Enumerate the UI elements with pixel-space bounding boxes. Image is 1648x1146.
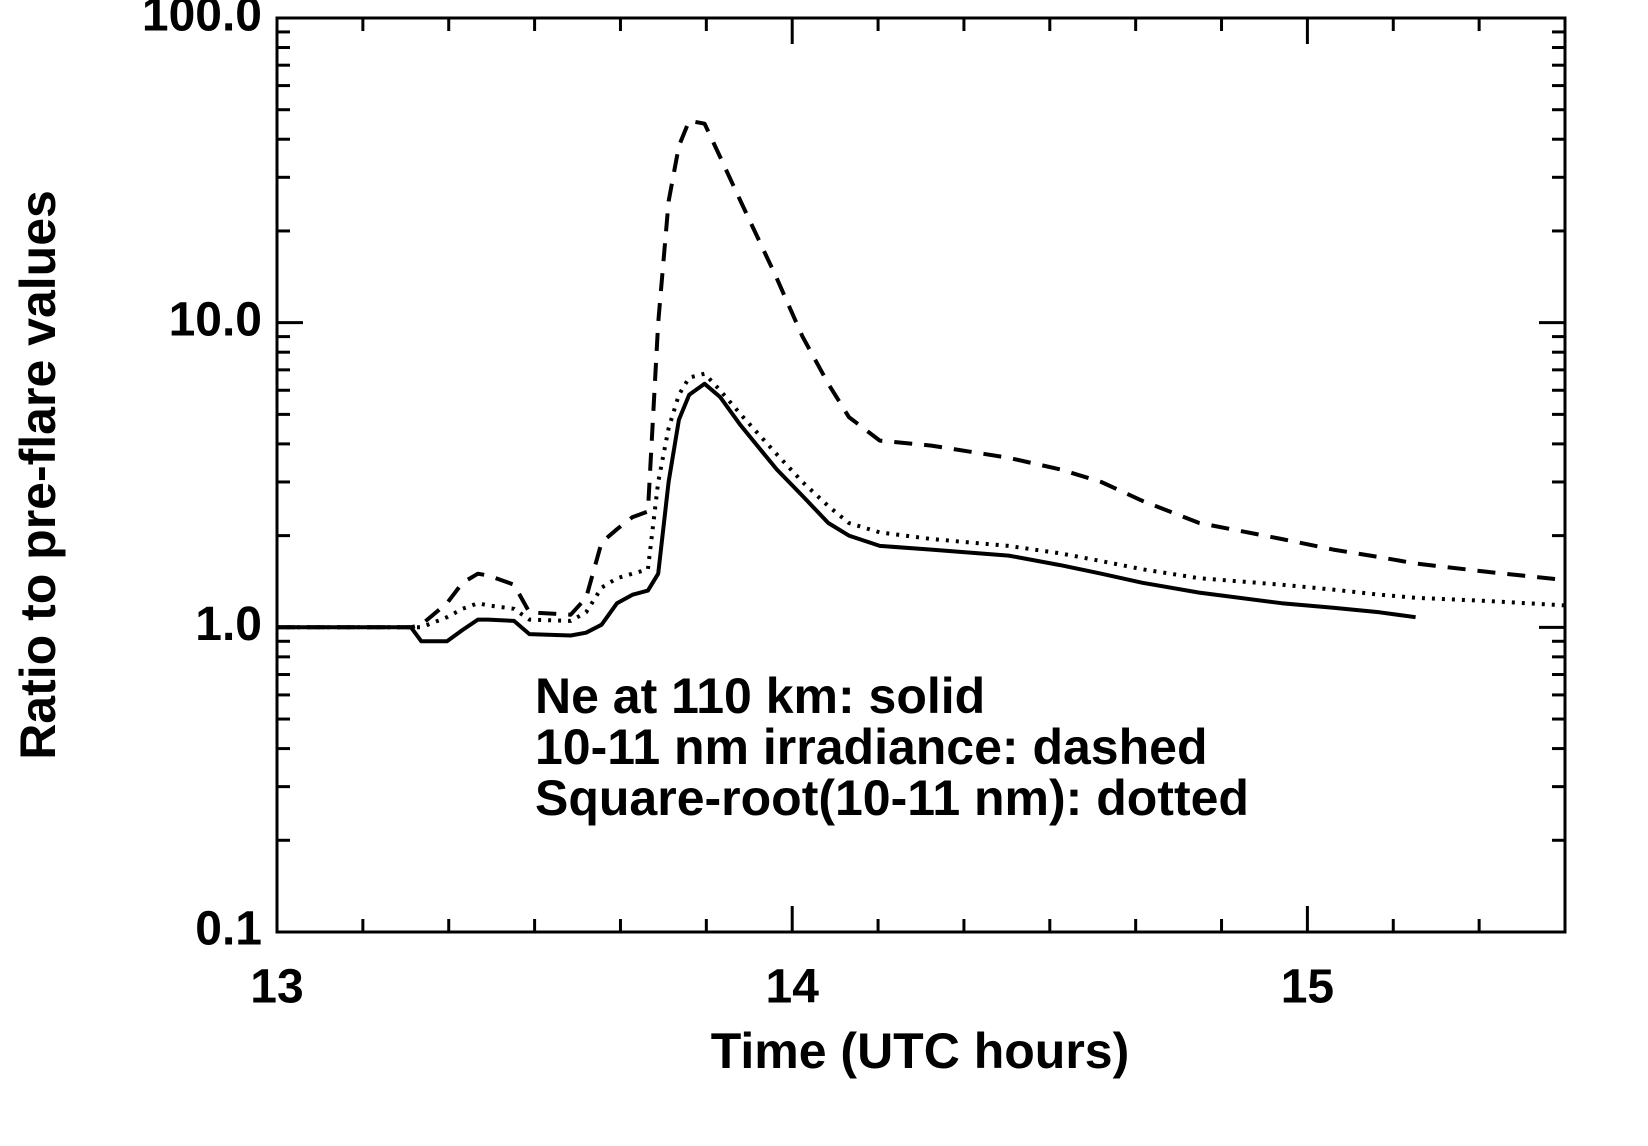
plot-frame bbox=[275, 16, 1567, 934]
y-tick-label: 10.0 bbox=[169, 293, 262, 346]
y-tick-label: 0.1 bbox=[195, 903, 262, 956]
series-line bbox=[277, 371, 1566, 630]
series-line bbox=[277, 381, 1416, 644]
y-tick-label: 100.0 bbox=[142, 0, 262, 42]
annotation: Ne at 110 km: solid bbox=[535, 668, 985, 724]
x-tick-label: 15 bbox=[1281, 961, 1334, 1014]
y-tick-label: 1.0 bbox=[195, 598, 262, 651]
annotation: 10-11 nm irradiance: dashed bbox=[535, 719, 1208, 775]
series-line bbox=[277, 118, 1566, 630]
annotation: Square-root(10-11 nm): dotted bbox=[535, 770, 1249, 826]
x-axis-label: Time (UTC hours) bbox=[711, 1023, 1130, 1079]
x-tick-label: 13 bbox=[250, 961, 303, 1014]
y-axis-label: Ratio to pre-flare values bbox=[10, 190, 66, 760]
x-tick-label: 14 bbox=[766, 961, 820, 1014]
